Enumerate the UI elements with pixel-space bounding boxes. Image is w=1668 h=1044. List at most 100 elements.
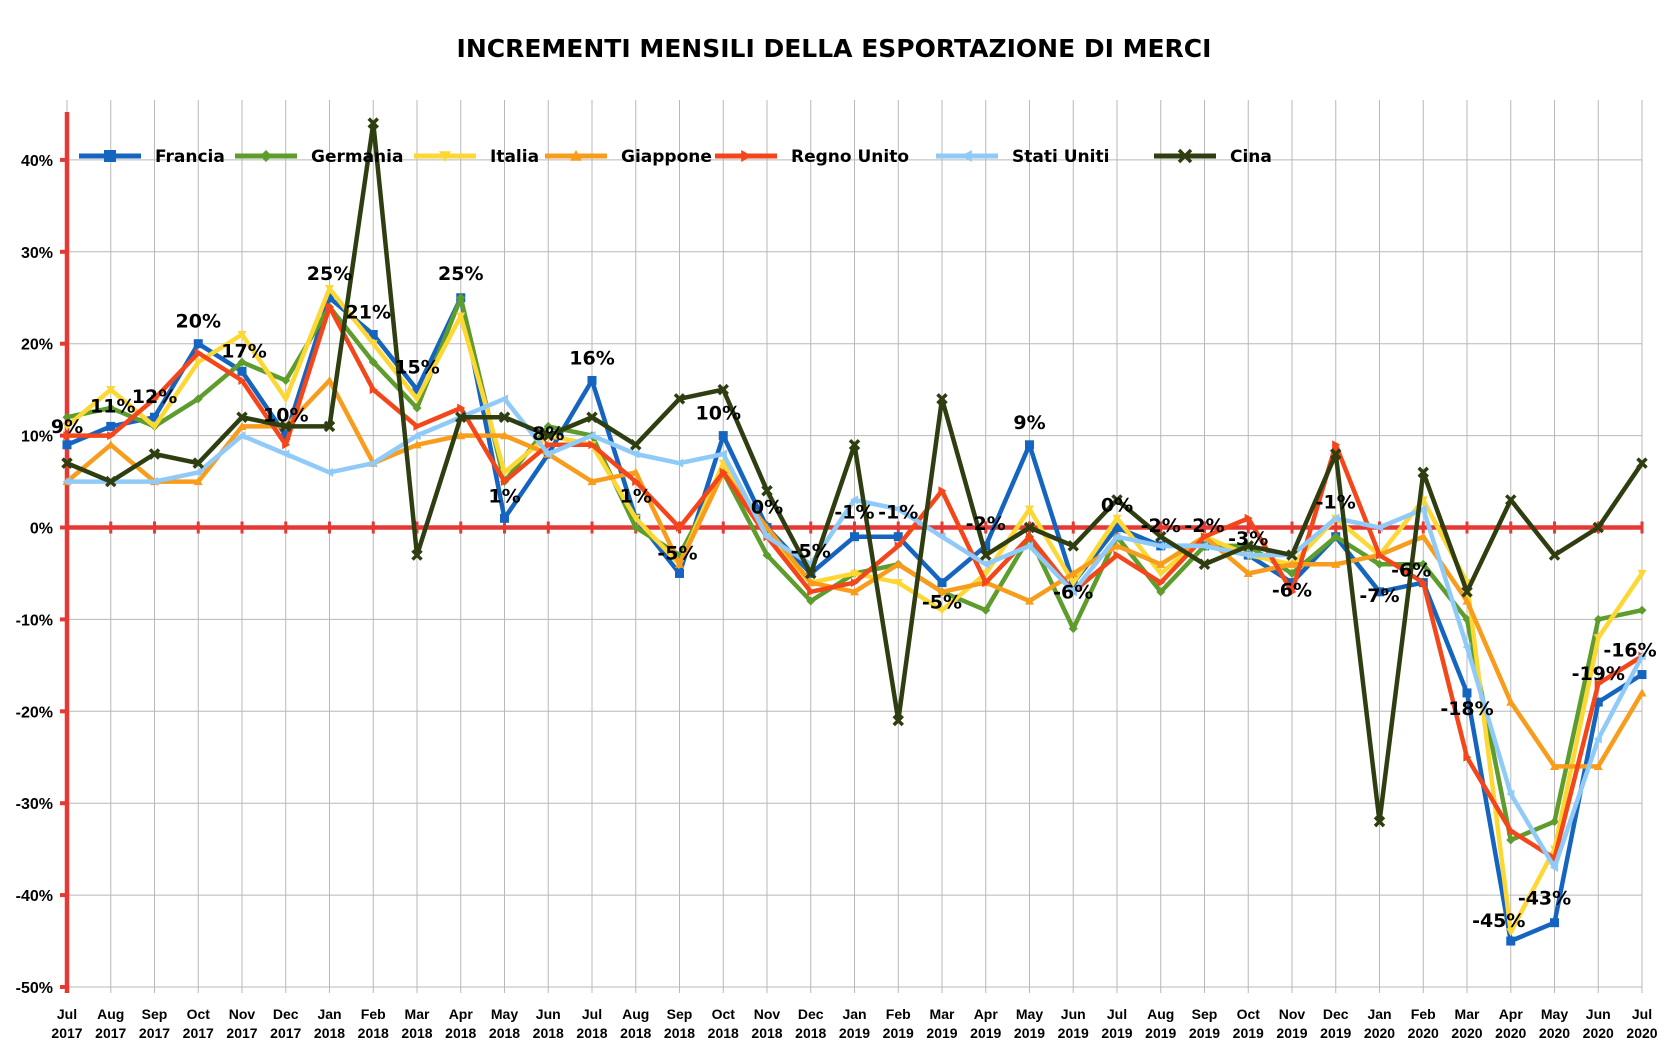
x-tick-label-year: 2019 — [839, 1025, 870, 1041]
point-cina — [1067, 540, 1079, 552]
point-regno-unito — [1375, 550, 1384, 560]
point-francia — [587, 375, 597, 385]
x-tick-label-year: 2019 — [970, 1025, 1001, 1041]
point-regno-unito — [1332, 440, 1341, 450]
x-tick-label-month: Aug — [622, 1006, 649, 1022]
x-tick-label-month: Jul — [1632, 1006, 1652, 1022]
point-cina — [936, 393, 948, 405]
point-giappone — [1462, 596, 1472, 605]
legend-marker — [961, 150, 972, 162]
data-label: -1% — [878, 502, 918, 524]
data-label: -7% — [1359, 585, 1399, 607]
point-germania — [193, 394, 203, 404]
data-label: 12% — [132, 386, 177, 408]
data-label: 10% — [696, 403, 741, 425]
x-axis-ticks: Jul 2017 Aug 2017 Sep 2017 Oct 2017 Nov 2017 Dec 20… — [51, 521, 1658, 1041]
point-stati-uniti — [325, 467, 334, 477]
point-giappone — [587, 477, 597, 486]
point-germania — [1331, 532, 1341, 542]
data-label: 8% — [532, 423, 564, 445]
x-tick-label-year: 2018 — [576, 1025, 607, 1041]
point-francia — [281, 431, 291, 441]
data-label: -5% — [922, 592, 962, 614]
x-tick-label-month: Feb — [886, 1006, 911, 1022]
point-italia — [62, 422, 72, 431]
point-stati-uniti — [150, 477, 159, 487]
point-giappone — [1506, 697, 1516, 706]
point-giappone — [1068, 568, 1078, 578]
point-regno-unito — [1025, 532, 1034, 542]
point-germania — [543, 421, 553, 431]
point-stati-uniti — [1462, 642, 1471, 652]
data-label: -6% — [1391, 560, 1431, 582]
point-francia — [1287, 578, 1297, 588]
point-italia — [1506, 928, 1516, 937]
point-regno-unito — [1288, 587, 1297, 597]
data-label: 20% — [176, 311, 221, 333]
x-tick-label-year: 2019 — [1189, 1025, 1220, 1041]
x-tick-label-month: Jun — [1061, 1006, 1086, 1022]
point-regno-unito — [1463, 752, 1472, 762]
point-cina — [455, 411, 467, 423]
y-tick-label: -40% — [16, 888, 53, 905]
point-regno-unito — [632, 477, 641, 487]
point-giappone — [325, 375, 334, 385]
point-italia — [981, 569, 991, 578]
point-giappone — [675, 559, 684, 568]
point-stati-uniti — [500, 394, 509, 404]
x-tick-label-month: Feb — [1411, 1006, 1436, 1022]
point-germania — [1593, 614, 1603, 624]
x-tick-label-month: Jan — [842, 1006, 866, 1022]
x-tick-label-year: 2020 — [1583, 1025, 1614, 1041]
point-regno-unito — [807, 587, 816, 597]
point-giappone — [1637, 688, 1647, 697]
x-tick-label-month: Aug — [1147, 1006, 1174, 1022]
data-label: -6% — [1272, 580, 1312, 602]
point-francia — [1112, 523, 1122, 532]
x-tick-label-month: Dec — [273, 1006, 299, 1022]
data-label: -5% — [657, 542, 697, 564]
point-stati-uniti — [193, 467, 202, 477]
point-giappone — [1112, 541, 1122, 550]
point-stati-uniti — [1025, 541, 1034, 551]
point-giappone — [412, 440, 422, 449]
point-italia — [893, 579, 903, 588]
x-tick-label-month: Oct — [187, 1006, 211, 1022]
point-stati-uniti — [762, 532, 771, 542]
point-stati-uniti — [1637, 651, 1646, 661]
point-giappone — [1025, 596, 1034, 605]
point-italia — [1068, 579, 1078, 588]
x-tick-label-month: Sep — [142, 1006, 168, 1022]
legend-item: Italia — [414, 147, 539, 167]
x-tick-label-month: Dec — [798, 1006, 824, 1022]
data-label: -2% — [1141, 515, 1181, 537]
point-stati-uniti — [1156, 541, 1165, 551]
data-label: 0% — [1101, 495, 1133, 517]
point-italia — [1637, 569, 1647, 578]
point-germania — [412, 403, 422, 413]
legend-label: Francia — [155, 147, 225, 167]
point-italia — [106, 386, 116, 395]
x-tick-label-month: Nov — [754, 1006, 781, 1022]
point-regno-unito — [150, 394, 159, 404]
x-tick-label-year: 2017 — [95, 1025, 126, 1041]
y-tick-label: 0% — [30, 521, 53, 538]
data-label: 9% — [1013, 412, 1045, 434]
point-francia — [1506, 936, 1516, 946]
x-tick-label-year: 2018 — [751, 1025, 782, 1041]
point-cina — [892, 714, 904, 727]
point-regno-unito — [588, 440, 597, 450]
point-stati-uniti — [412, 431, 421, 441]
x-tick-label-month: Jan — [317, 1006, 341, 1022]
x-tick-label-year: 2019 — [1145, 1025, 1176, 1041]
point-stati-uniti — [1506, 789, 1515, 799]
point-stati-uniti — [1200, 541, 1209, 551]
point-regno-unito — [107, 431, 116, 441]
point-regno-unito — [1157, 578, 1166, 588]
point-germania — [762, 550, 772, 560]
data-label: -43% — [1518, 888, 1571, 910]
point-regno-unito — [1200, 532, 1209, 542]
data-label: 15% — [394, 357, 439, 379]
point-cina — [1111, 494, 1123, 506]
